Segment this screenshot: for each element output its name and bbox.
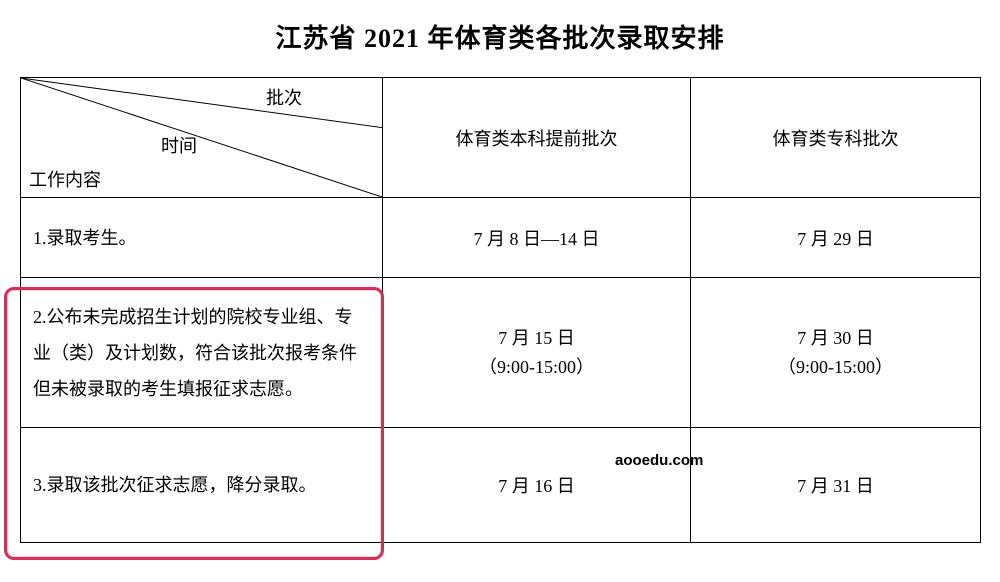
- page-title: 江苏省 2021 年体育类各批次录取安排: [0, 18, 1000, 55]
- header-col3: 体育类专科批次: [691, 78, 981, 198]
- header-diagonal-cell: 批次 时间 工作内容: [21, 78, 383, 198]
- cell-r2-c3-line1: 7 月 30 日: [691, 324, 980, 353]
- work-cell-1: 1.录取考生。: [21, 198, 383, 278]
- table-row: 2.公布未完成招生计划的院校专业组、专业（类）及计划数，符合该批次报考条件但未被…: [21, 278, 981, 428]
- cell-r2-c2-line2: （9:00-15:00）: [383, 353, 690, 382]
- cell-r2-c3: 7 月 30 日 （9:00-15:00）: [691, 278, 981, 428]
- header-batch-label: 批次: [266, 84, 302, 110]
- cell-r3-c3: 7 月 31 日: [691, 428, 981, 543]
- work-cell-3: 3.录取该批次征求志愿，降分录取。: [21, 428, 383, 543]
- header-col2: 体育类本科提前批次: [383, 78, 691, 198]
- watermark-text: aooedu.com: [615, 452, 703, 469]
- table-row: 1.录取考生。 7 月 8 日—14 日 7 月 29 日: [21, 198, 981, 278]
- table-header-row: 批次 时间 工作内容 体育类本科提前批次 体育类专科批次: [21, 78, 981, 198]
- work-cell-2: 2.公布未完成招生计划的院校专业组、专业（类）及计划数，符合该批次报考条件但未被…: [21, 278, 383, 428]
- cell-r2-c3-line2: （9:00-15:00）: [691, 353, 980, 382]
- cell-r2-c2: 7 月 15 日 （9:00-15:00）: [383, 278, 691, 428]
- header-time-label: 时间: [161, 132, 197, 158]
- table-container: 批次 时间 工作内容 体育类本科提前批次 体育类专科批次 1.录取考生。 7 月…: [20, 77, 980, 543]
- cell-r3-c2: 7 月 16 日: [383, 428, 691, 543]
- cell-r1-c2: 7 月 8 日—14 日: [383, 198, 691, 278]
- schedule-table: 批次 时间 工作内容 体育类本科提前批次 体育类专科批次 1.录取考生。 7 月…: [20, 77, 981, 543]
- cell-r1-c3: 7 月 29 日: [691, 198, 981, 278]
- header-content-label: 工作内容: [29, 166, 101, 192]
- cell-r2-c2-line1: 7 月 15 日: [383, 324, 690, 353]
- table-row: 3.录取该批次征求志愿，降分录取。 7 月 16 日 7 月 31 日: [21, 428, 981, 543]
